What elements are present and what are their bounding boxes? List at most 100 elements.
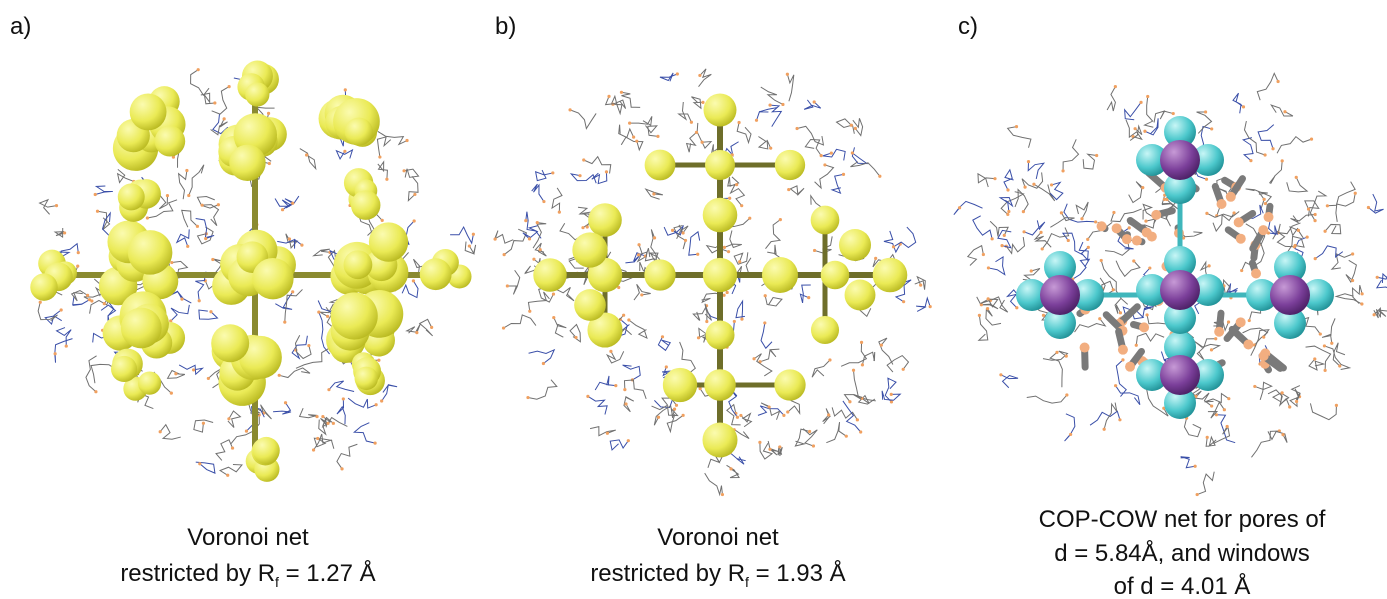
hydrogen xyxy=(845,435,848,438)
hydrogen xyxy=(1351,252,1354,255)
framework-bond xyxy=(1287,177,1307,192)
hydrogen xyxy=(640,293,643,296)
framework-bond xyxy=(730,453,746,465)
hydrogen xyxy=(1143,130,1146,133)
framework-bond xyxy=(1258,125,1274,149)
framework-bond xyxy=(1243,138,1253,161)
hydrogen xyxy=(88,298,91,301)
framework-bond xyxy=(797,126,823,145)
hydrogen xyxy=(586,225,589,228)
hydrogen xyxy=(86,294,89,297)
hydrogen xyxy=(1003,234,1006,237)
hydrogen xyxy=(1067,239,1070,242)
framework-bond xyxy=(658,337,670,351)
voronoi-node xyxy=(118,183,145,210)
hydrogen xyxy=(1214,337,1217,340)
framework-bond xyxy=(1083,154,1096,169)
hydrogen xyxy=(1119,311,1122,314)
hydrogen xyxy=(231,446,234,449)
hydrogen xyxy=(578,174,581,177)
figure: a) b) c) Voronoi net restricted by Rf = … xyxy=(0,0,1387,599)
framework-bond xyxy=(329,381,354,392)
hydrogen xyxy=(1000,244,1003,247)
framework-bond xyxy=(1377,280,1387,290)
voronoi-node xyxy=(645,150,676,181)
hydrogen xyxy=(528,237,531,240)
framework-bond xyxy=(1244,121,1265,155)
hydrogen xyxy=(413,219,416,222)
framework-bond xyxy=(736,301,745,319)
framework-bond xyxy=(1322,318,1335,343)
hydrogen xyxy=(1112,288,1115,291)
framework-bond xyxy=(1197,472,1214,495)
framework-bond xyxy=(554,318,567,338)
hydrogen xyxy=(1227,397,1230,400)
framework-bond xyxy=(1315,246,1343,259)
hydrogen xyxy=(676,72,679,75)
hydrogen xyxy=(1335,404,1338,407)
framework-bond xyxy=(968,246,984,266)
framework-bond xyxy=(812,360,830,377)
caption-line: COP-COW net for pores of xyxy=(1039,506,1326,533)
hydrogen xyxy=(859,430,862,433)
voronoi-node xyxy=(839,229,871,261)
framework-bond xyxy=(528,380,557,400)
framework-bond xyxy=(450,227,473,243)
hydrogen xyxy=(614,384,617,387)
voronoi-node xyxy=(588,203,622,237)
hydrogen xyxy=(1323,344,1326,347)
framework-bond xyxy=(761,87,783,104)
hydrogen xyxy=(402,169,405,172)
hydrogen xyxy=(738,260,741,263)
hydrogen xyxy=(902,368,905,371)
hydrogen xyxy=(542,362,545,365)
hydrogen xyxy=(628,122,631,125)
hydrogen xyxy=(76,265,79,268)
framework-bond xyxy=(1233,93,1243,113)
hydrogen xyxy=(795,127,798,130)
hydrogen xyxy=(1376,276,1379,279)
hydrogen xyxy=(850,124,853,127)
framework-bond xyxy=(590,427,616,436)
framework-bond xyxy=(699,69,712,87)
hydrogen xyxy=(755,119,758,122)
hydrogen xyxy=(291,290,294,293)
hydrogen xyxy=(1249,159,1252,162)
hydrogen xyxy=(620,91,623,94)
hydrogen xyxy=(1248,319,1251,322)
hydrogen xyxy=(1314,213,1317,216)
hydrogen xyxy=(103,302,106,305)
hydrogen xyxy=(752,357,755,360)
framework-bond xyxy=(1116,261,1140,277)
hydrogen xyxy=(1097,221,1107,231)
framework-bond xyxy=(1042,227,1068,248)
framework-bond xyxy=(727,405,741,425)
framework-bond xyxy=(624,380,646,399)
framework-bond xyxy=(377,137,390,157)
framework-bond xyxy=(1050,352,1062,387)
framework-bond xyxy=(1136,333,1164,345)
hydrogen xyxy=(929,305,932,308)
hydrogen xyxy=(415,331,418,334)
hydrogen xyxy=(1006,213,1009,216)
hydrogen xyxy=(1264,212,1274,222)
hydrogen xyxy=(723,246,726,249)
framework-bond xyxy=(850,162,879,177)
hydrogen xyxy=(552,292,555,295)
framework-bond xyxy=(852,147,867,163)
hydrogen xyxy=(1263,198,1266,201)
hydrogen xyxy=(1288,405,1291,408)
hydrogen xyxy=(726,291,729,294)
framework-bond xyxy=(465,242,475,254)
hydrogen xyxy=(1210,127,1213,130)
pore-node xyxy=(1160,270,1200,310)
voronoi-node xyxy=(775,150,805,180)
caption-text: = 1.27 Å xyxy=(279,559,376,587)
caption-text: = 1.93 Å xyxy=(749,559,846,587)
hydrogen xyxy=(185,169,188,172)
framework-bond xyxy=(588,396,607,414)
hydrogen xyxy=(373,442,376,445)
framework-bond xyxy=(1255,382,1272,400)
hydrogen xyxy=(307,344,310,347)
caption-line: of d = 4.01 Å xyxy=(1114,572,1251,599)
